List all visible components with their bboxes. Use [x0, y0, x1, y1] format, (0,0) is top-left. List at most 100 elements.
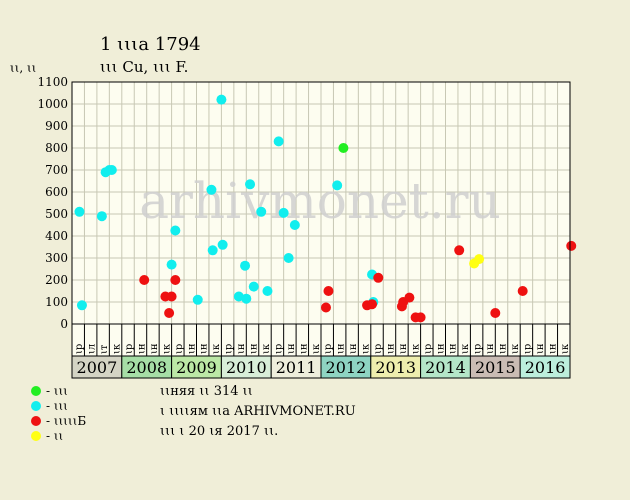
x-slot-label: ꙇр: [224, 344, 235, 354]
chart-subtitle: ꙇꙇꙇ Cu, ꙇꙇꙇ F.: [100, 58, 188, 76]
year-label: 2009: [176, 358, 217, 377]
data-point: [170, 275, 181, 285]
note-source: ꙇ ꙇꙇꙇꙇям ꙇꙇа ARHIVMONET.RU: [160, 404, 356, 419]
chart-title: 1 ꙇꙇꙇа 1794: [100, 34, 201, 55]
y-tick-label: 1100: [37, 75, 68, 89]
y-tick-label: 200: [45, 273, 68, 287]
x-slot-label: ꙇр: [522, 344, 533, 354]
year-band-2016: [519, 355, 571, 379]
y-axis-label: ꙇꙇ, ꙇꙇ: [10, 61, 36, 75]
x-slot-label: ꙇт: [99, 344, 110, 354]
x-slot-label: ꙇн: [199, 343, 210, 354]
data-point: [323, 286, 334, 296]
x-slot-label: ꙇр: [423, 344, 434, 354]
legend-marker: [31, 386, 41, 396]
x-slot-label: ꙇр: [373, 344, 384, 354]
legend-label: - ꙇꙇꙇꙇꙇБ: [46, 414, 86, 428]
data-point: [74, 206, 85, 217]
data-point: [106, 165, 117, 175]
year-label: 2010: [226, 358, 267, 377]
x-slot-label: ꙇн: [547, 343, 558, 354]
x-slot-label: ꙇк: [560, 343, 571, 354]
x-slot-label: ꙇн: [149, 343, 160, 354]
y-tick-label: 0: [60, 317, 68, 331]
data-point: [338, 143, 349, 153]
x-slot-label: ꙇн: [236, 343, 247, 354]
data-point: [96, 211, 107, 222]
data-point: [566, 240, 577, 251]
data-point: [256, 206, 267, 217]
data-point: [164, 308, 175, 318]
year-label: 2014: [425, 358, 466, 377]
year-label: 2013: [375, 358, 416, 377]
y-tick-label: 1000: [37, 97, 68, 111]
data-point: [245, 179, 256, 190]
x-slot-label: ꙇн: [298, 343, 309, 354]
data-points: [74, 94, 577, 323]
data-point: [474, 254, 485, 265]
watermark: arhivmonet.ru: [139, 172, 501, 230]
data-point: [166, 291, 177, 302]
data-point: [490, 308, 501, 318]
legend-label: - ꙇꙇꙇ: [46, 384, 68, 398]
data-point: [283, 253, 294, 263]
data-point: [192, 294, 203, 305]
legend-marker: [31, 416, 41, 426]
data-point: [207, 245, 218, 256]
y-tick-label: 600: [45, 185, 68, 199]
data-point: [454, 245, 465, 256]
data-point: [289, 220, 300, 230]
x-slot-label: ꙇн: [448, 343, 459, 354]
x-slot-label: ꙇн: [286, 343, 297, 354]
data-point: [206, 184, 217, 195]
x-slot-label: ꙇр: [323, 344, 334, 354]
x-slot-label: ꙇк: [361, 343, 372, 354]
x-slot-label: ꙇн: [348, 343, 359, 354]
data-point: [415, 312, 426, 323]
x-slot-label: ꙇр: [124, 344, 135, 354]
data-point: [217, 239, 228, 250]
y-tick-label: 500: [45, 207, 68, 221]
year-label: 2012: [326, 358, 367, 377]
x-axis-slots: ꙇр ꙇл ꙇт ꙇк ꙇр ꙇн ꙇн ꙇк ꙇр ꙇн ꙇн ꙇк ꙇр ꙇн ꙇн ꙇк ꙇр ꙇн ꙇн ꙇк…: [71, 323, 571, 357]
x-slot-label: ꙇн: [398, 343, 409, 354]
y-tick-label: 300: [45, 251, 68, 265]
y-tick-label: 900: [45, 119, 68, 133]
x-slot-label: ꙇн: [249, 343, 260, 354]
data-point: [240, 260, 251, 271]
x-slot-label: ꙇк: [460, 343, 471, 354]
data-point: [170, 225, 181, 236]
x-slot-label: ꙇк: [510, 343, 521, 354]
x-slot-label: ꙇр: [473, 344, 484, 354]
data-point: [404, 292, 415, 303]
year-bands: 2007 2008 2009 2010 2011 2012 2013 2014 2015 2016: [71, 355, 571, 379]
x-slot-label: ꙇр: [174, 344, 185, 354]
x-slot-label: ꙇн: [136, 343, 147, 354]
legend-label: - ꙇꙇꙇ: [46, 399, 68, 413]
year-label: 2007: [77, 358, 118, 377]
x-slot-label: ꙇк: [311, 343, 322, 354]
data-point: [216, 94, 227, 105]
note-date: ꙇꙇꙇ ꙇ 20 ꙇя 2017 ꙇꙇ.: [160, 424, 278, 439]
data-point: [139, 275, 150, 285]
x-slot-label: ꙇк: [211, 343, 222, 354]
legend-marker: [31, 401, 41, 411]
x-slot-label: ꙇн: [186, 343, 197, 354]
legend: - ꙇꙇꙇ- ꙇꙇꙇ- ꙇꙇꙇꙇꙇБ- ꙇꙇ: [31, 384, 86, 443]
x-slot-label: ꙇн: [498, 343, 509, 354]
data-point: [273, 136, 284, 147]
x-slot-label: ꙇн: [485, 343, 496, 354]
legend-marker: [31, 431, 41, 441]
data-point: [262, 286, 273, 296]
year-label: 2016: [525, 358, 566, 377]
x-slot-label: ꙇн: [336, 343, 347, 354]
year-label: 2011: [276, 358, 317, 377]
x-slot-label: ꙇн: [385, 343, 396, 354]
data-point: [278, 207, 289, 218]
data-point: [76, 300, 87, 311]
x-slot-label: ꙇн: [435, 343, 446, 354]
x-slot-label: ꙇн: [535, 343, 546, 354]
y-tick-label: 700: [45, 163, 68, 177]
